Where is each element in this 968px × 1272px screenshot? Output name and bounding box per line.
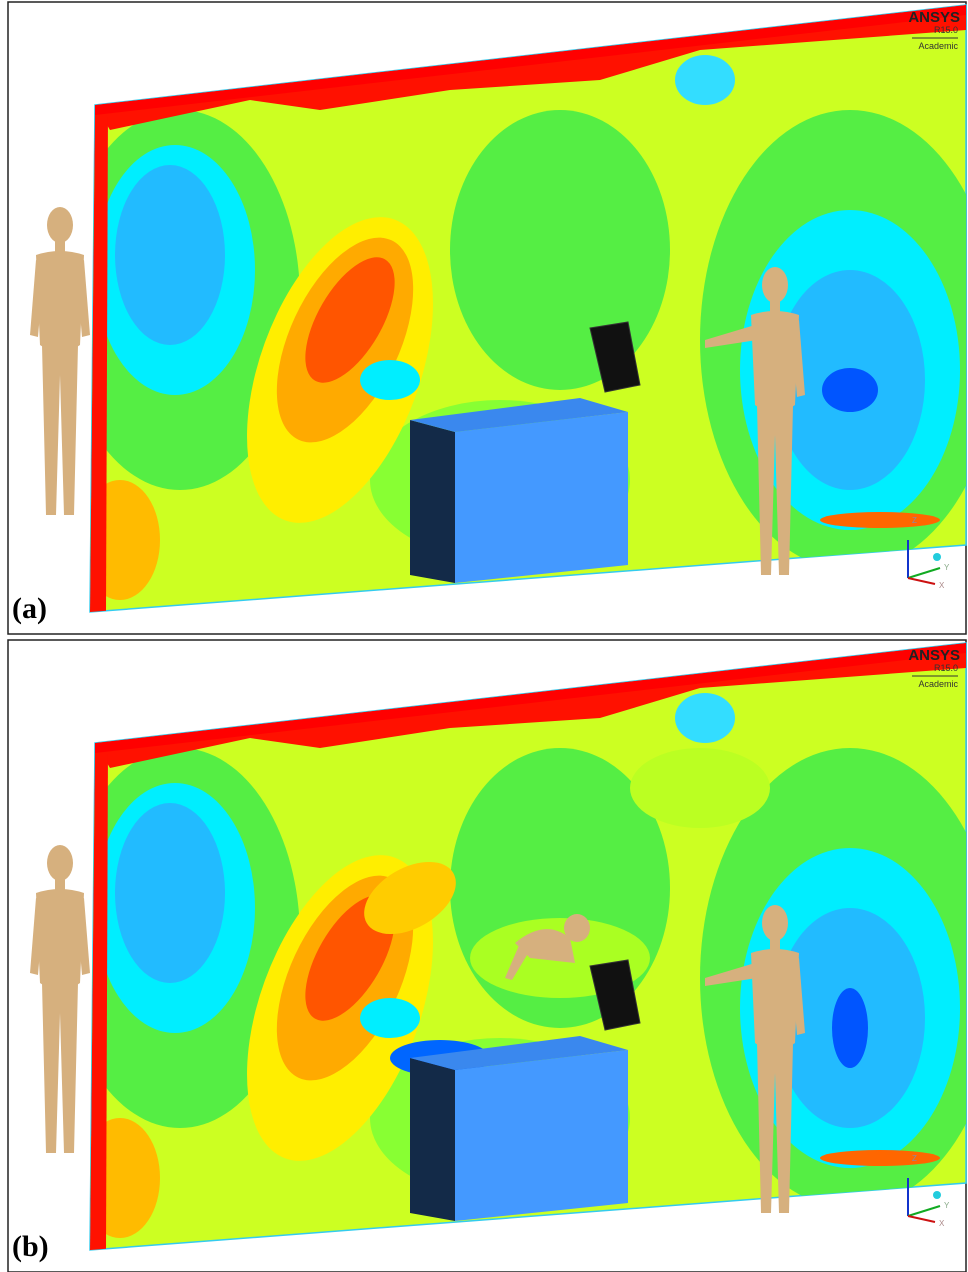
contour-band [675, 693, 735, 743]
axis-z-label: Z [912, 1154, 917, 1163]
head [47, 845, 73, 881]
page: {"panels": [ {"label": "(a)", "logo": {"… [0, 0, 968, 1272]
triad-ball [933, 553, 941, 561]
contour-band [360, 998, 420, 1038]
axis-x-label: X [939, 581, 945, 590]
contour-band [822, 368, 878, 412]
head [762, 267, 788, 303]
contour-band [630, 748, 770, 828]
body: ANSYSR15.0AcademicZYX(a)ANSYSR15.0Academ… [0, 0, 968, 1272]
neck [55, 878, 65, 890]
logo-brand: ANSYS [908, 647, 960, 664]
figure: ANSYSR15.0AcademicZYX(a)ANSYSR15.0Academ… [0, 0, 968, 1272]
axis-x-label: X [939, 1219, 945, 1228]
contour-band [820, 1150, 940, 1166]
head [762, 905, 788, 941]
contour-band [675, 55, 735, 105]
neck [55, 240, 65, 252]
box-side [410, 1058, 455, 1221]
box-front [455, 1050, 628, 1221]
contour-band [115, 803, 225, 983]
panel-label: (a) [12, 592, 47, 625]
logo-edition: Academic [918, 679, 958, 689]
head [47, 207, 73, 243]
contour-band [832, 988, 868, 1068]
contour-band [115, 165, 225, 345]
contour-band [820, 512, 940, 528]
axis-z-label: Z [912, 516, 917, 525]
neck [770, 938, 780, 950]
axis-y-label: Y [944, 1201, 950, 1210]
contour-band [450, 110, 670, 390]
axis-y-label: Y [944, 563, 950, 572]
logo-version: R15.0 [934, 663, 958, 673]
panel-label: (b) [12, 1230, 49, 1263]
logo-edition: Academic [918, 41, 958, 51]
box-front [455, 412, 628, 583]
logo-version: R15.0 [934, 25, 958, 35]
contour-band [360, 360, 420, 400]
box-side [410, 420, 455, 583]
logo-brand: ANSYS [908, 9, 960, 26]
triad-ball [933, 1191, 941, 1199]
neck [770, 300, 780, 312]
